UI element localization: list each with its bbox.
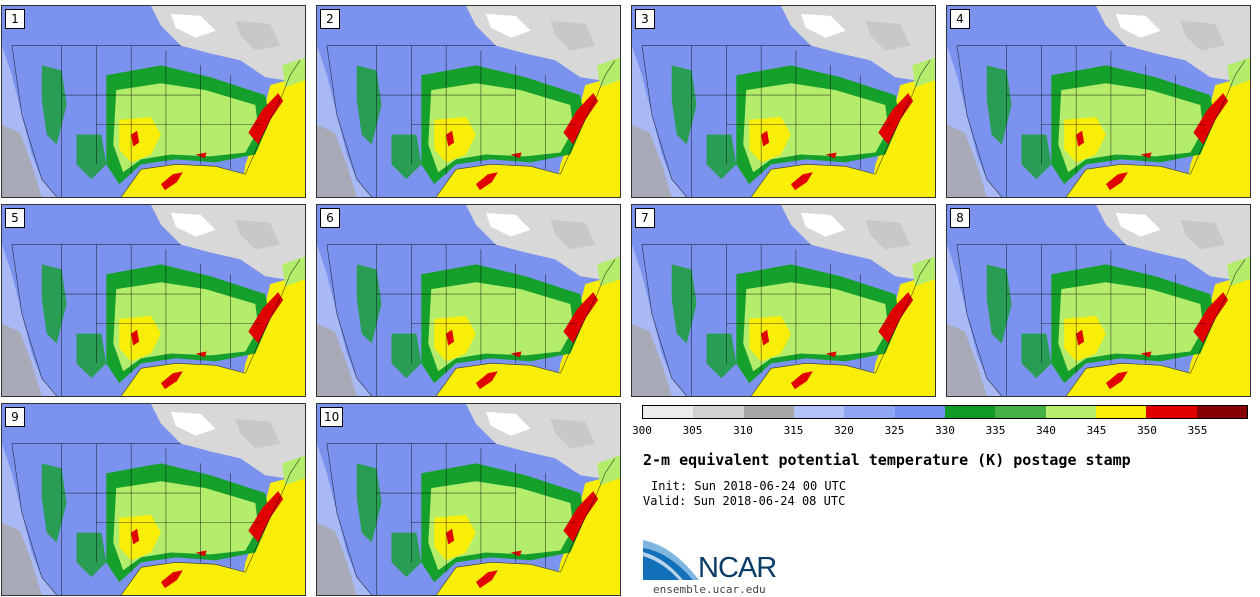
color-legend-swatch <box>1196 406 1247 418</box>
member-number-label: 10 <box>320 407 344 427</box>
color-legend-swatch <box>944 406 996 418</box>
color-legend-swatch <box>995 406 1046 418</box>
postage-stamp-panel: 3 <box>631 5 936 198</box>
site-url: ensemble.ucar.edu <box>653 583 766 596</box>
member-number-label: 1 <box>5 9 25 29</box>
color-legend-tick-label: 345 <box>1086 424 1107 437</box>
member-number-label: 5 <box>5 208 25 228</box>
member-number-label: 4 <box>950 9 970 29</box>
member-number-label: 3 <box>635 9 655 29</box>
color-legend-swatch <box>643 406 694 418</box>
color-legend-ticks: 300 305 310 315 320 325 330 335 340 345 350 355 <box>632 424 1248 440</box>
member-number-label: 9 <box>5 407 25 427</box>
color-legend-tick-label: 310 <box>733 424 753 437</box>
color-legend-swatch <box>1146 406 1197 418</box>
color-legend-swatch <box>844 406 895 418</box>
figure-title: 2-m equivalent potential temperature (K)… <box>643 451 1131 469</box>
postage-stamp-panel: 10 <box>316 403 621 596</box>
color-legend-swatch <box>1045 406 1096 418</box>
color-legend-swatch <box>693 406 744 418</box>
postage-stamp-panel: 8 <box>946 204 1251 397</box>
postage-stamp-panel: 4 <box>946 5 1251 198</box>
postage-stamp-panel: 9 <box>1 403 306 596</box>
postage-stamp-panel: 6 <box>316 204 621 397</box>
color-legend-tick-label: 335 <box>985 424 1006 437</box>
color-legend-tick-label: 350 <box>1137 424 1157 437</box>
color-legend-swatch <box>743 406 794 418</box>
color-legend-tick-label: 315 <box>783 424 804 437</box>
member-number-label: 2 <box>320 9 340 29</box>
color-legend-tick-label: 340 <box>1036 424 1056 437</box>
color-legend-swatch <box>894 406 945 418</box>
color-legend-bar <box>642 405 1248 419</box>
color-legend-tick-label: 320 <box>834 424 854 437</box>
valid-time: Valid: Sun 2018-06-24 08 UTC <box>643 494 846 508</box>
postage-stamp-panel: 5 <box>1 204 306 397</box>
color-legend-swatch <box>793 406 845 418</box>
color-legend-tick-label: 330 <box>935 424 955 437</box>
color-legend-tick-label: 300 <box>632 424 652 437</box>
color-legend-tick-label: 305 <box>682 424 703 437</box>
postage-stamp-panel: 2 <box>316 5 621 198</box>
init-time: Init: Sun 2018-06-24 00 UTC <box>651 479 847 493</box>
member-number-label: 8 <box>950 208 970 228</box>
color-legend-swatch <box>1095 406 1147 418</box>
postage-stamp-panel: 1 <box>1 5 306 198</box>
ncar-logo-text: NCAR <box>698 552 777 584</box>
color-legend-tick-label: 325 <box>884 424 905 437</box>
member-number-label: 7 <box>635 208 655 228</box>
ncar-logo-icon <box>643 540 699 580</box>
postage-stamp-panel: 7 <box>631 204 936 397</box>
member-number-label: 6 <box>320 208 340 228</box>
color-legend-tick-label: 355 <box>1187 424 1208 437</box>
